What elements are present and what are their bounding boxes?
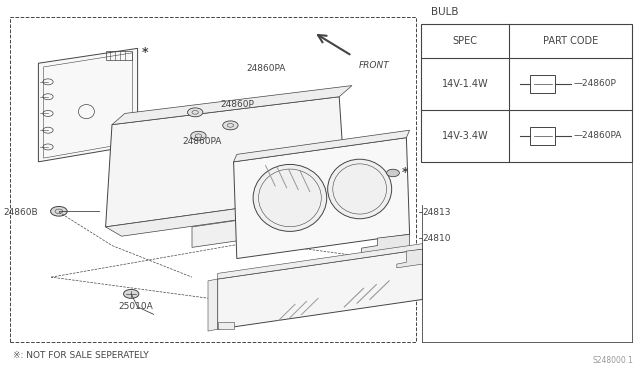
Circle shape: [188, 108, 203, 117]
Polygon shape: [38, 48, 138, 162]
Circle shape: [192, 132, 205, 140]
Text: PART CODE: PART CODE: [543, 36, 598, 46]
Polygon shape: [106, 97, 346, 227]
Polygon shape: [106, 193, 358, 236]
Text: 24860PA: 24860PA: [182, 137, 222, 146]
Polygon shape: [218, 249, 422, 329]
Circle shape: [51, 206, 67, 216]
Text: —24860PA: —24860PA: [573, 131, 622, 140]
Polygon shape: [112, 86, 352, 125]
Bar: [218, 322, 234, 329]
Text: 24813: 24813: [422, 208, 451, 217]
Polygon shape: [208, 279, 218, 331]
Bar: [106, 51, 132, 60]
Text: 14V-3.4W: 14V-3.4W: [442, 131, 488, 141]
Text: *: *: [142, 46, 148, 58]
Bar: [530, 75, 556, 93]
Bar: [530, 127, 556, 145]
Polygon shape: [192, 219, 243, 247]
Ellipse shape: [253, 164, 327, 231]
Text: —24860P: —24860P: [573, 79, 616, 89]
Text: 24810: 24810: [422, 234, 451, 243]
Text: SPEC: SPEC: [452, 36, 477, 46]
Text: 25010A: 25010A: [118, 302, 153, 311]
Circle shape: [189, 109, 202, 116]
Polygon shape: [234, 130, 410, 162]
Ellipse shape: [328, 159, 392, 219]
Circle shape: [191, 131, 206, 140]
Circle shape: [387, 169, 399, 177]
Polygon shape: [397, 249, 422, 268]
Polygon shape: [218, 244, 422, 279]
Text: FRONT: FRONT: [358, 61, 389, 70]
Text: ※: NOT FOR SALE SEPERATELY: ※: NOT FOR SALE SEPERATELY: [13, 351, 148, 360]
Polygon shape: [362, 234, 410, 257]
Text: 24860B: 24860B: [3, 208, 38, 217]
Text: 24860PA: 24860PA: [246, 64, 286, 73]
Circle shape: [223, 121, 238, 130]
Text: *: *: [402, 167, 408, 179]
Text: 14V-1.4W: 14V-1.4W: [442, 79, 488, 89]
Bar: [421, 24, 632, 162]
Circle shape: [124, 289, 139, 298]
Circle shape: [224, 122, 237, 129]
Text: S248000.1: S248000.1: [593, 356, 634, 365]
Polygon shape: [234, 138, 410, 259]
Text: BULB: BULB: [431, 7, 458, 17]
Bar: [10, 17, 416, 342]
Text: 24860P: 24860P: [221, 100, 255, 109]
